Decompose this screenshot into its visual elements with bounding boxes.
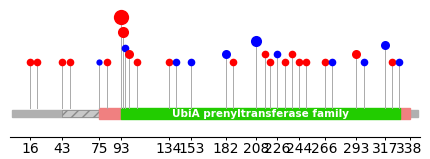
Bar: [400, 108, 409, 119]
Bar: [12, 110, 418, 117]
Bar: [99, 108, 121, 119]
Text: UbiA prenyltransferase family: UbiA prenyltransferase family: [172, 109, 349, 119]
Bar: [62, 110, 99, 117]
Bar: [121, 108, 400, 119]
